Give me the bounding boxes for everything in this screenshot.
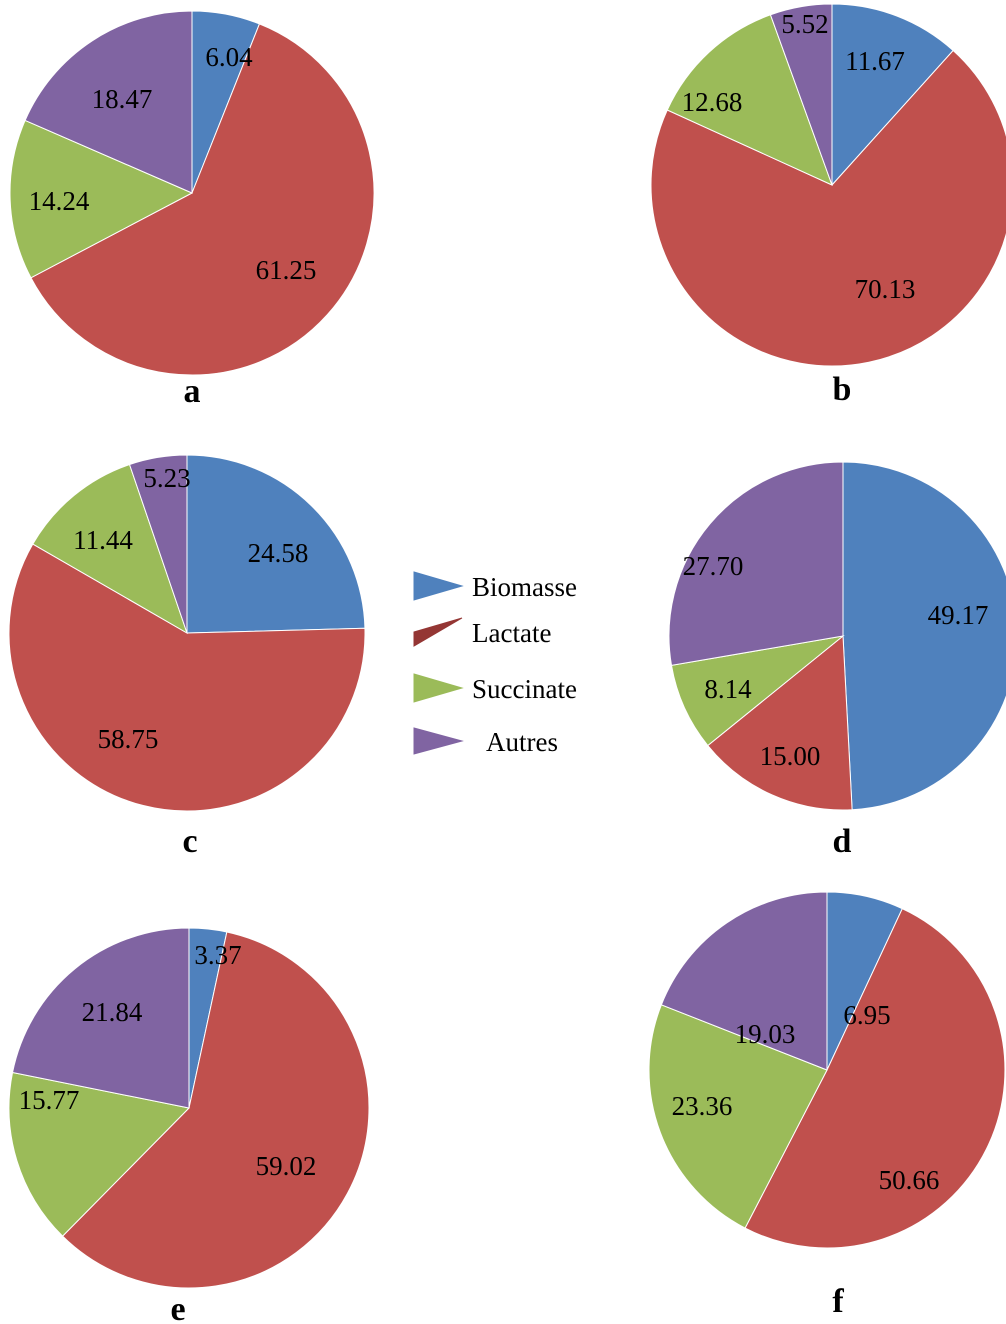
legend-label-succinate: Succinate — [472, 674, 577, 704]
pie-chart-a: 6.04 61.25 14.24 18.47 a — [9, 10, 375, 410]
pie-e-data-label-lactate: 59.02 — [256, 1151, 317, 1181]
legend-label-autres: Autres — [486, 727, 558, 757]
legend-item-lactate: Lactate — [413, 617, 551, 648]
legend-marker-autres — [413, 727, 464, 755]
pie-f-slice-lactate — [744, 908, 1006, 1249]
legend-marker-biomasse — [413, 571, 464, 601]
pie-a-data-label-succinate: 14.24 — [29, 186, 90, 216]
panel-label-d: d — [833, 823, 852, 860]
pie-charts-group: 6.04 61.25 14.24 18.47 a 11.67 70.13 12.68 5.52 b… — [8, 3, 1006, 1324]
pie-b-slice-autres — [769, 3, 833, 186]
pie-b-data-label-biomasse: 11.67 — [845, 46, 905, 76]
pie-b-data-label-lactate: 70.13 — [855, 274, 916, 304]
pie-b-data-label-autres: 5.52 — [781, 9, 828, 39]
legend-item-biomasse: Biomasse — [413, 571, 577, 602]
pie-d-slice-lactate — [707, 634, 853, 811]
pie-d-data-label-lactate: 15.00 — [760, 741, 821, 771]
pie-a-data-label-lactate: 61.25 — [256, 255, 317, 285]
pie-c-slice-biomasse — [186, 454, 366, 634]
pie-e-slice-succinate — [8, 1071, 191, 1237]
pie-chart-e: 3.37 59.02 15.77 21.84 e — [8, 927, 370, 1324]
legend-item-succinate: Succinate — [413, 673, 577, 704]
pie-e-slice-lactate — [61, 931, 370, 1289]
pie-d-slice-autres — [668, 461, 844, 666]
pie-f-data-label-biomasse: 6.95 — [843, 1000, 890, 1030]
pie-chart-c: 24.58 58.75 11.44 5.23 c — [8, 454, 366, 860]
pie-c-data-label-succinate: 11.44 — [73, 525, 133, 555]
pie-c-slice-succinate — [32, 463, 188, 635]
pie-f-data-label-succinate: 23.36 — [672, 1091, 733, 1121]
pie-d-data-label-autres: 27.70 — [683, 551, 744, 581]
pie-b-data-label-succinate: 12.68 — [682, 87, 743, 117]
pie-c-slice-autres — [128, 454, 188, 634]
pie-f-slice-succinate — [648, 1004, 828, 1229]
panel-label-c: c — [182, 823, 197, 860]
panel-label-e: e — [170, 1291, 185, 1324]
pie-e-data-label-biomasse: 3.37 — [194, 940, 241, 970]
panel-label-a: a — [184, 373, 201, 410]
pie-e-data-label-succinate: 15.77 — [19, 1085, 80, 1115]
pie-a-slice-succinate — [9, 119, 194, 279]
pie-d-data-label-biomasse: 49.17 — [928, 600, 989, 630]
pie-e-data-label-autres: 21.84 — [82, 997, 143, 1027]
pie-d-slice-succinate — [670, 635, 845, 747]
pie-c-data-label-lactate: 58.75 — [98, 724, 159, 754]
pie-a-data-label-biomasse: 6.04 — [205, 42, 253, 72]
legend-marker-succinate — [413, 673, 464, 703]
pie-chart-d: 49.17 15.00 8.14 27.70 d — [668, 461, 1006, 860]
panel-label-f: f — [832, 1283, 844, 1320]
pie-f-data-label-autres: 19.03 — [735, 1019, 796, 1049]
legend-label-biomasse: Biomasse — [472, 572, 577, 602]
pie-c-slice-lactate — [8, 543, 366, 812]
legend-label-lactate: Lactate — [472, 618, 551, 648]
pie-a-data-label-autres: 18.47 — [92, 84, 153, 114]
panel-label-b: b — [833, 371, 852, 408]
pie-b-slice-succinate — [666, 14, 833, 186]
legend-marker-lactate — [413, 617, 463, 647]
pie-b-slice-biomasse — [831, 3, 954, 187]
pie-f-slice-autres — [660, 891, 828, 1071]
pie-chart-f: 6.95 50.66 23.36 19.03 f — [648, 891, 1006, 1320]
legend: Biomasse Lactate Succinate Autres — [413, 571, 577, 757]
pie-d-data-label-succinate: 8.14 — [704, 674, 752, 704]
pie-a-slice-lactate — [30, 23, 375, 376]
pie-b-slice-lactate — [650, 49, 1006, 367]
pie-c-data-label-autres: 5.23 — [143, 463, 190, 493]
pie-f-data-label-lactate: 50.66 — [879, 1165, 940, 1195]
legend-item-autres: Autres — [413, 727, 558, 757]
pie-chart-b: 11.67 70.13 12.68 5.52 b — [650, 3, 1006, 408]
pie-a-slice-autres — [24, 10, 193, 194]
pie-e-slice-autres — [11, 927, 190, 1109]
pie-c-data-label-biomasse: 24.58 — [248, 538, 309, 568]
pie-d-slice-biomasse — [842, 461, 1006, 811]
